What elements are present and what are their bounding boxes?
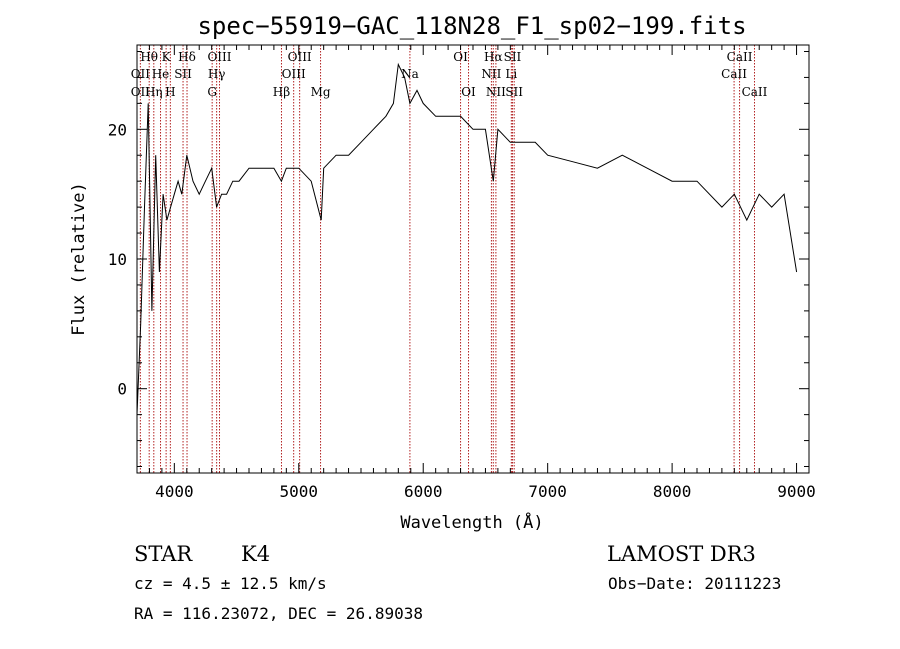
survey-name: LAMOST DR3 [607,542,756,566]
reference-line-label: He [152,67,170,81]
y-axis-label: Flux (relative) [69,182,89,336]
reference-line-label: SII [505,85,523,99]
reference-line-label: NII [486,85,506,99]
reference-line-label: K [162,50,172,64]
x-tick-label: 8000 [653,482,692,501]
reference-line-label: Na [401,67,419,81]
observation-date: Obs−Date: 20111223 [608,574,781,593]
chart-title: spec−55919−GAC_118N28_F1_sp02−199.fits [197,12,746,40]
x-tick-label: 9000 [777,482,816,501]
object-subclass: K4 [241,542,270,566]
object-class: STAR [134,542,193,566]
reference-line-label: OIII [282,67,306,81]
reference-line-label: CaII [742,85,768,99]
reference-line-label: Hγ [208,67,226,81]
reference-line-label: SII [504,50,522,64]
y-tick-label: 0 [117,380,127,399]
redshift-cz: cz = 4.5 ± 12.5 km/s [134,574,327,593]
spectrum-line [136,62,798,415]
y-tick-label: 10 [108,250,127,269]
reference-line-label: Hβ [273,85,290,99]
reference-line-label: G [207,85,217,99]
x-tick-label: 6000 [404,482,443,501]
reference-line-label: SII [174,67,192,81]
reference-line-label: CaII [727,50,753,64]
reference-line-label: Hθ [140,50,158,64]
y-axis: 0 10 20 [108,50,809,468]
reference-line-label: Hη [145,85,163,99]
reference-line-label: OIII [288,50,312,64]
x-axis-label: Wavelength (Å) [400,511,543,533]
reference-line-label: OI [461,85,476,99]
reference-line-label: H [165,85,175,99]
plot-frame [136,44,810,474]
coordinates-radec: RA = 116.23072, DEC = 26.89038 [134,604,423,623]
reference-lines [139,45,755,473]
reference-line-label: Hδ [178,50,196,64]
reference-line-label: Mg [311,85,331,99]
x-tick-label: 7000 [528,482,567,501]
reference-line-label: Li [505,67,517,81]
y-tick-label: 20 [108,120,127,139]
reference-line-label: OII [131,85,151,99]
reference-line-label: OII [131,67,151,81]
reference-line-label: NII [481,67,501,81]
x-tick-label: 5000 [280,482,319,501]
x-axis: 4000 5000 6000 7000 8000 9000 [136,45,816,501]
x-tick-label: 4000 [155,482,194,501]
reference-line-label: Hα [484,50,503,64]
reference-line-label: CaII [721,67,747,81]
reference-line-label: OI [453,50,468,64]
reference-line-label: OIII [207,50,231,64]
